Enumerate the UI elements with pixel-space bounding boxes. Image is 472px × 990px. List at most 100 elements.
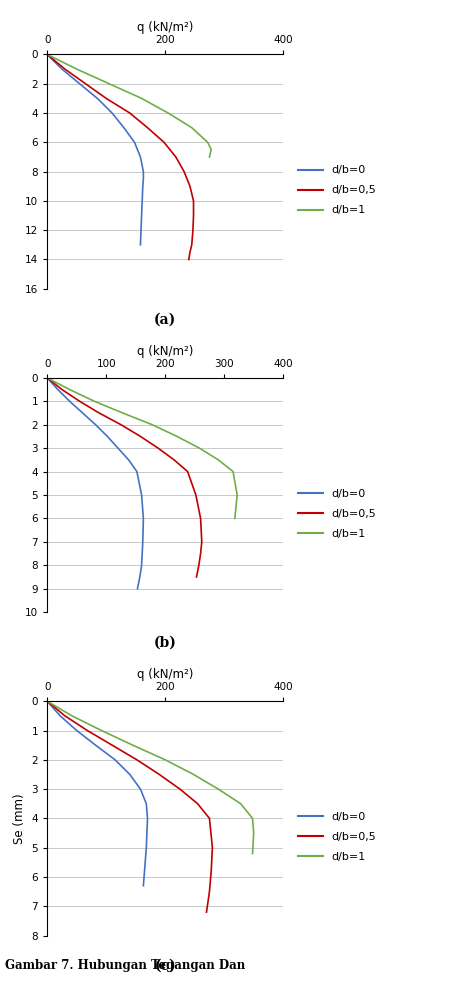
- d/b=0,5: [157, 768, 162, 780]
- d/b=0: [138, 225, 144, 237]
- d/b=0,5: [171, 453, 177, 465]
- Line: d/b=0,5: d/b=0,5: [47, 378, 202, 577]
- d/b=0,5: [187, 180, 193, 192]
- d/b=1: [162, 753, 168, 765]
- d/b=0: [44, 695, 50, 707]
- d/b=1: [139, 92, 144, 104]
- d/b=1: [235, 489, 240, 501]
- d/b=0,5: [44, 49, 50, 60]
- d/b=0: [109, 107, 115, 119]
- d/b=0: [135, 583, 140, 595]
- d/b=0,5: [84, 725, 90, 737]
- d/b=0,5: [194, 571, 199, 583]
- d/b=1: [215, 783, 221, 795]
- Line: d/b=0,5: d/b=0,5: [47, 54, 194, 259]
- d/b=0: [144, 813, 150, 825]
- d/b=1: [44, 695, 50, 707]
- d/b=1: [238, 798, 244, 810]
- d/b=0: [80, 407, 85, 419]
- d/b=1: [67, 383, 73, 395]
- d/b=0: [141, 513, 146, 525]
- d/b=0,5: [204, 906, 210, 918]
- d/b=1: [189, 122, 194, 134]
- d/b=1: [44, 49, 50, 60]
- d/b=0,5: [189, 239, 194, 250]
- Line: d/b=1: d/b=1: [47, 378, 237, 519]
- d/b=1: [250, 847, 255, 859]
- d/b=0: [143, 842, 149, 853]
- d/b=0,5: [191, 195, 196, 207]
- d/b=0: [44, 372, 50, 384]
- d/b=0,5: [191, 210, 196, 222]
- d/b=0: [138, 783, 143, 795]
- d/b=1: [44, 372, 50, 384]
- d/b=1: [232, 513, 237, 525]
- d/b=1: [120, 407, 126, 419]
- Line: d/b=0: d/b=0: [47, 54, 143, 245]
- d/b=0,5: [210, 842, 215, 853]
- d/b=0: [127, 768, 133, 780]
- d/b=0,5: [199, 536, 204, 547]
- Line: d/b=0: d/b=0: [47, 378, 143, 589]
- d/b=0,5: [198, 547, 203, 559]
- d/b=1: [165, 107, 171, 119]
- d/b=0,5: [62, 63, 68, 75]
- d/b=1: [130, 740, 135, 751]
- d/b=0: [140, 536, 145, 547]
- Line: d/b=0,5: d/b=0,5: [47, 701, 212, 912]
- d/b=0,5: [193, 489, 199, 501]
- d/b=1: [208, 144, 214, 155]
- d/b=1: [251, 827, 257, 839]
- d/b=0,5: [181, 165, 187, 177]
- d/b=0: [139, 210, 144, 222]
- d/b=0,5: [155, 443, 161, 454]
- d/b=0,5: [198, 513, 203, 525]
- d/b=0: [132, 137, 137, 148]
- d/b=1: [69, 710, 75, 722]
- d/b=0,5: [103, 92, 109, 104]
- d/b=0: [67, 395, 73, 407]
- Y-axis label: Se (mm): Se (mm): [13, 793, 26, 843]
- d/b=1: [92, 395, 97, 407]
- d/b=0,5: [195, 798, 201, 810]
- d/b=1: [149, 419, 155, 431]
- d/b=0,5: [96, 407, 102, 419]
- Text: (c): (c): [154, 959, 176, 973]
- d/b=0: [139, 195, 145, 207]
- d/b=0: [137, 571, 143, 583]
- d/b=0: [44, 49, 50, 60]
- d/b=0,5: [138, 431, 143, 443]
- d/b=1: [74, 63, 79, 75]
- d/b=0: [139, 559, 144, 571]
- d/b=1: [230, 465, 236, 477]
- d/b=0: [140, 180, 145, 192]
- d/b=0: [104, 431, 110, 443]
- d/b=0: [134, 465, 140, 477]
- d/b=0,5: [118, 419, 124, 431]
- d/b=0,5: [208, 865, 214, 877]
- Line: d/b=1: d/b=1: [47, 701, 254, 853]
- d/b=0,5: [83, 78, 88, 90]
- Text: Gambar 7. Hubungan Tegangan Dan: Gambar 7. Hubungan Tegangan Dan: [5, 959, 245, 972]
- d/b=0: [77, 78, 83, 90]
- d/b=0: [94, 92, 100, 104]
- d/b=0: [112, 753, 118, 765]
- d/b=0: [126, 453, 131, 465]
- d/b=0,5: [109, 740, 115, 751]
- d/b=1: [174, 431, 180, 443]
- d/b=0,5: [207, 886, 212, 898]
- d/b=1: [106, 78, 112, 90]
- X-axis label: q (kN/m²): q (kN/m²): [137, 345, 194, 357]
- d/b=0,5: [185, 465, 191, 477]
- d/b=1: [250, 813, 255, 825]
- d/b=0: [141, 165, 146, 177]
- X-axis label: q (kN/m²): q (kN/m²): [137, 668, 194, 681]
- d/b=0: [115, 443, 121, 454]
- d/b=0,5: [44, 372, 50, 384]
- d/b=0,5: [207, 813, 212, 825]
- d/b=0,5: [127, 107, 133, 119]
- d/b=0: [59, 63, 65, 75]
- d/b=0,5: [144, 122, 150, 134]
- d/b=0,5: [134, 753, 140, 765]
- d/b=0: [141, 173, 146, 185]
